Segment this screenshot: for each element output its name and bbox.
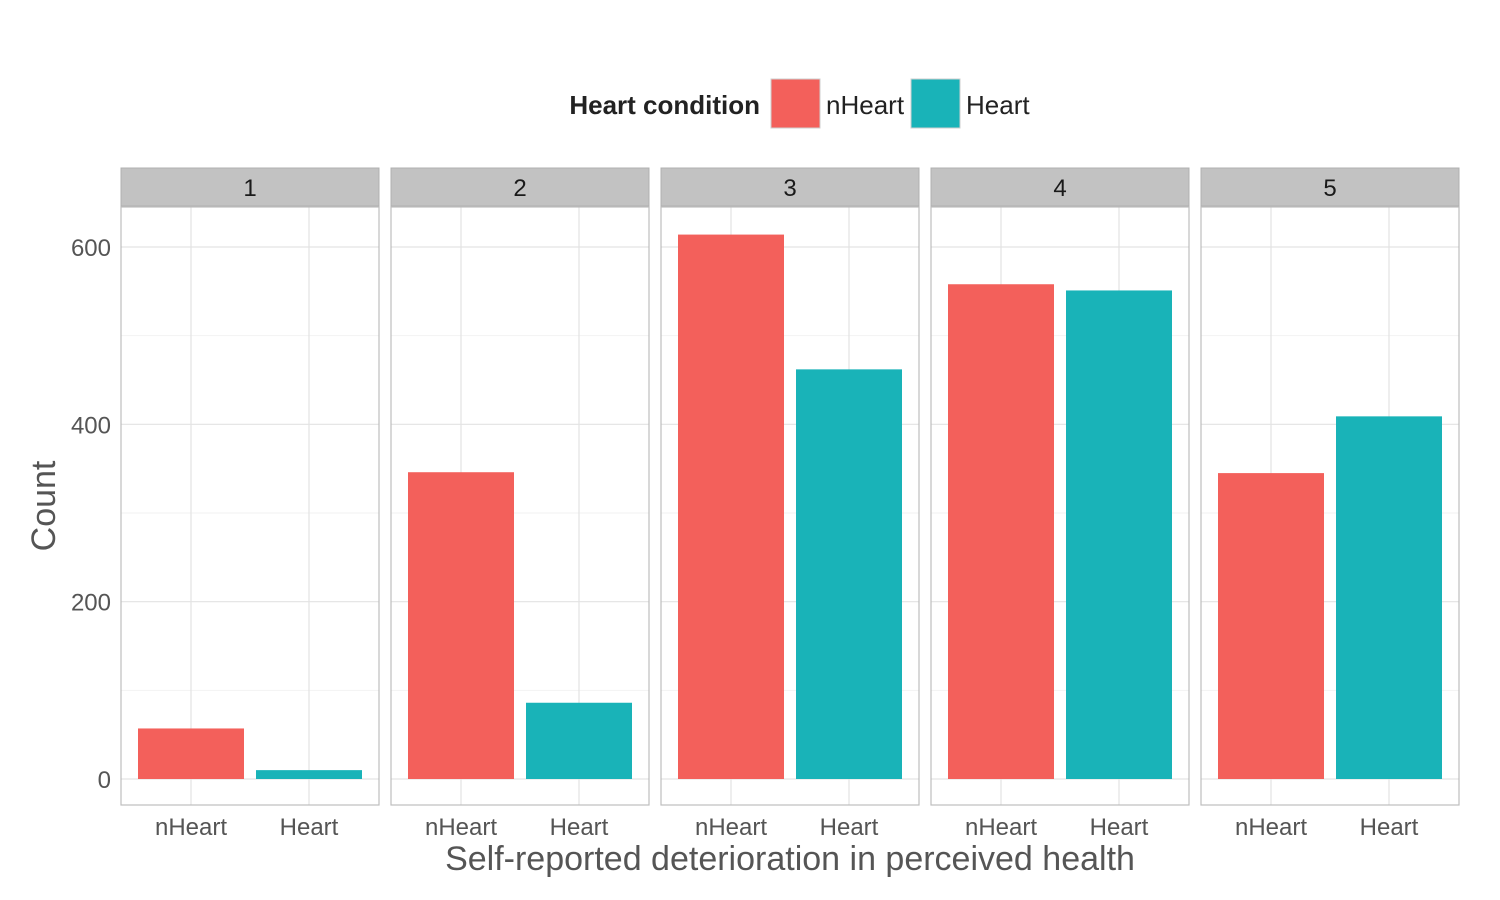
facet-strip-4 [930,167,1190,207]
bar-5-nheart [1218,473,1324,779]
facet-strip-2 [390,167,650,207]
x-tick-label-2-heart: Heart [550,814,609,841]
panel-border [1200,206,1460,806]
y-tick-label-200: 200 [71,590,111,617]
x-axis-title: Self-reported deterioration in perceived… [445,840,1135,878]
y-axis: 0 200 400 600 [71,235,111,794]
legend-title: Heart condition [569,90,760,120]
x-tick-label-2-nheart: nHeart [425,814,497,841]
x-tick-label-3-nheart: nHeart [695,814,767,841]
legend: Heart condition nHeart Heart [569,78,1030,129]
facet-label-2: 2 [513,175,526,202]
panel-border [120,206,380,806]
x-tick-label-5-heart: Heart [1360,814,1419,841]
facet-strip-5 [1200,167,1460,207]
facet-panel-5: 5 nHeart Heart [1200,167,1460,841]
legend-swatch-heart [910,78,961,129]
bar-3-heart [796,369,902,779]
panel-border [930,206,1190,806]
legend-swatch-nheart [770,78,821,129]
facet-panel-2: 2 nHeart Heart [390,167,650,841]
bar-4-heart [1066,290,1172,779]
x-tick-label-4-heart: Heart [1090,814,1149,841]
legend-label-nheart: nHeart [826,90,905,120]
x-tick-label-1-nheart: nHeart [155,814,227,841]
y-tick-label-0: 0 [98,767,111,794]
legend-entry-nheart: nHeart [770,78,905,129]
bar-3-nheart [678,234,784,779]
bar-5-heart [1336,416,1442,779]
facet-panel-4: 4 nHeart Heart [930,167,1190,841]
panel-border [390,206,650,806]
legend-label-heart: Heart [966,90,1030,120]
facet-strip-1 [120,167,380,207]
y-axis-title: Count [25,460,63,551]
x-tick-label-1-heart: Heart [280,814,339,841]
facet-strip-3 [660,167,920,207]
facet-label-3: 3 [783,175,796,202]
y-tick-label-400: 400 [71,412,111,439]
y-tick-label-600: 600 [71,235,111,262]
bar-2-nheart [408,472,514,779]
x-tick-label-5-nheart: nHeart [1235,814,1307,841]
bar-2-heart [526,702,632,779]
bar-1-heart [256,770,362,779]
facet-panel-3: 3 nHeart Heart [660,167,920,841]
facet-label-5: 5 [1323,175,1336,202]
panel-background [121,207,379,805]
facet-panel-1: 1 nHeart Heart [120,167,380,841]
facet-label-1: 1 [243,175,256,202]
x-tick-label-3-heart: Heart [820,814,879,841]
panel-border [660,206,920,806]
legend-entry-heart: Heart [910,78,1030,129]
facet-label-4: 4 [1053,175,1066,202]
bar-1-nheart [138,728,244,779]
bar-4-nheart [948,284,1054,779]
x-tick-label-4-nheart: nHeart [965,814,1037,841]
